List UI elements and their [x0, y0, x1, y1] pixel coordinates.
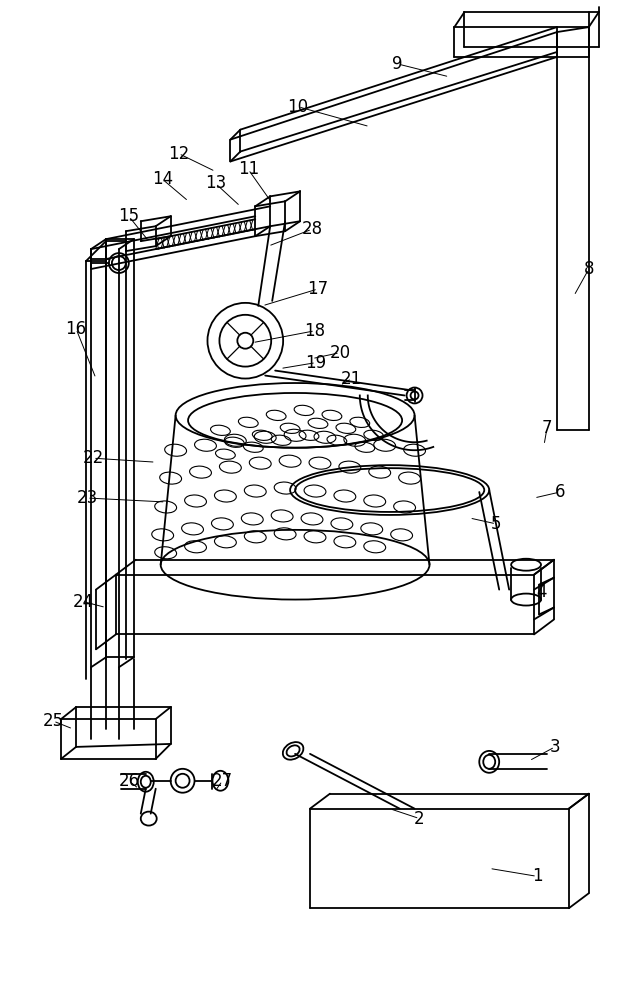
Text: 16: 16 — [66, 320, 86, 338]
Text: 14: 14 — [152, 170, 174, 188]
Text: 5: 5 — [491, 515, 502, 533]
Text: 6: 6 — [555, 483, 565, 501]
Text: 23: 23 — [76, 489, 98, 507]
Text: 20: 20 — [329, 344, 350, 362]
Text: 17: 17 — [307, 280, 329, 298]
Text: 19: 19 — [305, 354, 327, 372]
Text: 18: 18 — [304, 322, 326, 340]
Text: 25: 25 — [43, 712, 64, 730]
Text: 28: 28 — [302, 220, 322, 238]
Text: 15: 15 — [118, 207, 139, 225]
Text: 26: 26 — [118, 772, 139, 790]
Text: 13: 13 — [205, 174, 226, 192]
Text: 4: 4 — [537, 583, 547, 601]
Text: 2: 2 — [414, 810, 425, 828]
Text: 10: 10 — [288, 98, 309, 116]
Text: 27: 27 — [212, 772, 233, 790]
Text: 21: 21 — [341, 370, 362, 388]
Text: 12: 12 — [168, 145, 189, 163]
Text: 3: 3 — [550, 738, 560, 756]
Text: 24: 24 — [73, 593, 93, 611]
Text: 1: 1 — [532, 867, 542, 885]
Text: 9: 9 — [392, 55, 403, 73]
Text: 11: 11 — [238, 160, 259, 178]
Text: 7: 7 — [542, 419, 552, 437]
Text: 22: 22 — [83, 449, 103, 467]
Text: 8: 8 — [584, 260, 594, 278]
